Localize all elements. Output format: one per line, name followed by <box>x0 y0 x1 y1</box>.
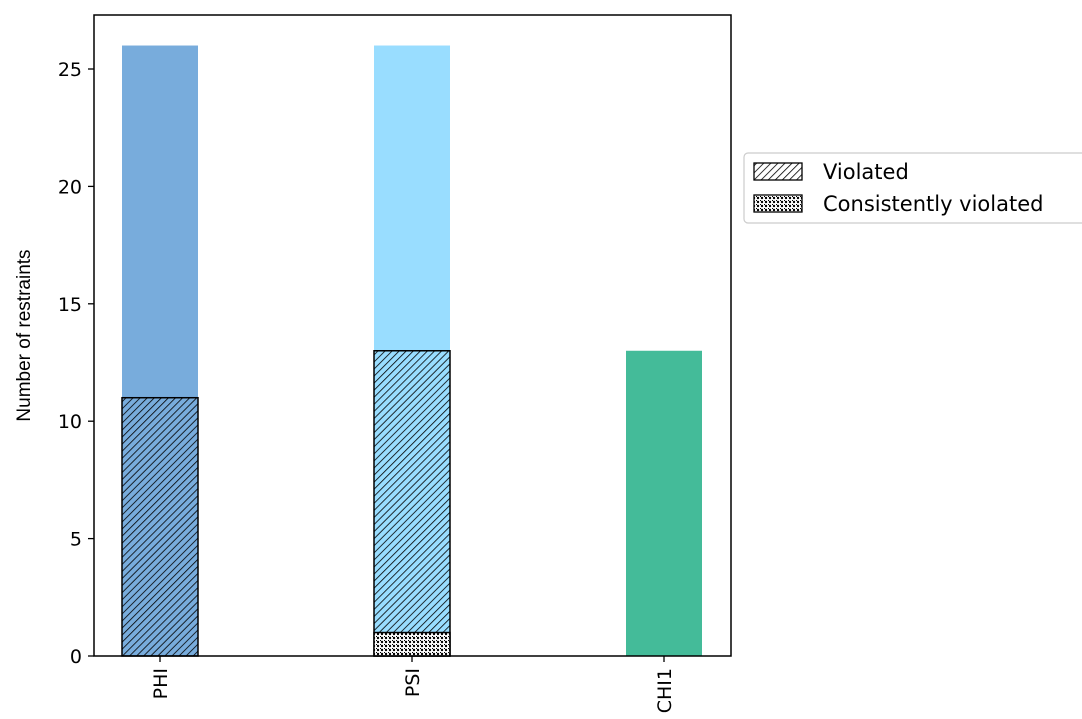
x-tick-label: PHI <box>150 668 172 699</box>
y-tick-label: 25 <box>58 59 82 81</box>
y-axis-label: Number of restraints <box>14 249 35 421</box>
x-tick-label: CHI1 <box>654 668 676 713</box>
legend-label: Consistently violated <box>823 192 1043 216</box>
legend: Violated Consistently violated <box>743 152 1082 224</box>
bar-violated-psi <box>373 350 451 657</box>
legend-swatch <box>753 194 803 213</box>
legend-box <box>743 152 1082 224</box>
y-tick-label: 15 <box>58 294 82 316</box>
bar-consistently-violated-psi <box>373 631 451 657</box>
legend-label: Violated <box>823 160 909 184</box>
y-tick-label: 10 <box>58 411 82 433</box>
bar-total-chi1 <box>626 350 702 656</box>
y-axis: 0 5 10 15 20 25 <box>58 59 94 668</box>
y-tick-label: 0 <box>70 646 82 668</box>
x-axis: PHI PSI CHI1 <box>150 656 676 713</box>
bars-layer <box>121 45 702 657</box>
legend-swatch <box>753 162 803 181</box>
bar-violated-phi <box>121 396 199 657</box>
y-tick-label: 20 <box>58 176 82 198</box>
y-tick-label: 5 <box>70 529 82 551</box>
x-tick-label: PSI <box>402 668 424 697</box>
